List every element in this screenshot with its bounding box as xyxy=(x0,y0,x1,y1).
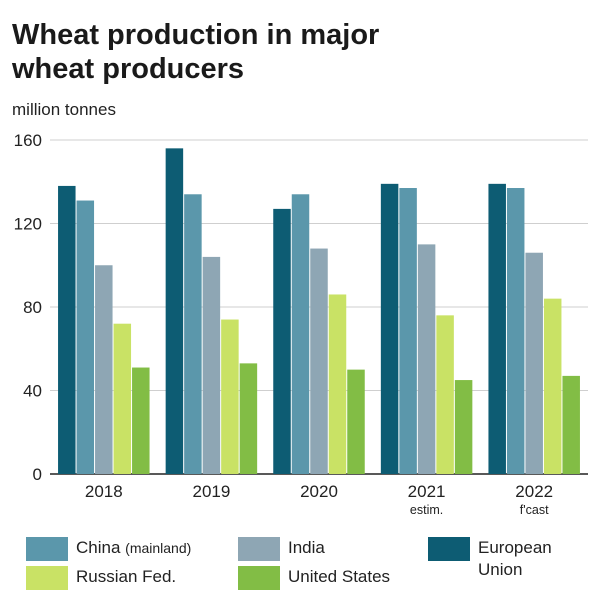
bars xyxy=(58,148,580,475)
bar-united-states-2019 xyxy=(239,363,258,474)
bar-india-2022 xyxy=(525,252,543,474)
bar-european-union-2022 xyxy=(488,183,506,474)
bar-united-states-2022 xyxy=(562,375,580,474)
y-tick-label: 0 xyxy=(33,465,42,484)
chart-title: Wheat production in major wheat producer… xyxy=(12,18,572,86)
y-tick-label: 40 xyxy=(23,382,42,401)
x-tick-label-2019: 2019 xyxy=(192,482,230,501)
bar-china-mainland-2019 xyxy=(184,194,202,474)
bar-united-states-2018 xyxy=(132,367,150,474)
x-tick-label-2020: 2020 xyxy=(300,482,338,501)
y-tick-label: 160 xyxy=(14,131,42,150)
y-tick-label: 80 xyxy=(23,298,42,317)
bar-russian-fed-2021 xyxy=(436,315,454,474)
bar-india-2021 xyxy=(417,244,436,474)
x-tick-sublabel-2021: estim. xyxy=(410,503,443,517)
x-tick-label-2018: 2018 xyxy=(85,482,123,501)
bar-china-mainland-2022 xyxy=(506,188,525,474)
x-tick-label-2021: 2021 xyxy=(408,482,446,501)
y-axis-unit-label: million tonnes xyxy=(12,100,116,119)
chart-title-line-1: Wheat production in major xyxy=(12,19,380,51)
bar-european-union-2019 xyxy=(165,148,184,474)
bar-russian-fed-2018 xyxy=(113,323,132,474)
bar-russian-fed-2020 xyxy=(328,294,347,474)
bar-united-states-2020 xyxy=(347,369,365,474)
bar-united-states-2021 xyxy=(454,380,473,474)
bar-china-mainland-2018 xyxy=(76,200,95,474)
bar-india-2018 xyxy=(95,265,113,474)
x-tick-label-2022: 2022 xyxy=(515,482,553,501)
bar-european-union-2018 xyxy=(58,185,76,475)
bar-india-2020 xyxy=(310,248,328,474)
y-tick-label: 120 xyxy=(14,215,42,234)
bar-china-mainland-2020 xyxy=(291,194,310,474)
bar-russian-fed-2022 xyxy=(543,298,562,474)
bar-india-2019 xyxy=(202,256,221,474)
x-tick-sublabel-2022: f'cast xyxy=(520,503,549,517)
bar-european-union-2020 xyxy=(273,208,291,474)
x-axis-labels: 2018 2019 2020 2021 estim. 2022 f'cast xyxy=(85,482,553,517)
bar-european-union-2021 xyxy=(380,183,399,474)
bar-russian-fed-2019 xyxy=(221,319,239,474)
chart-title-line-2: wheat producers xyxy=(12,53,245,85)
bar-china-mainland-2021 xyxy=(399,188,417,474)
y-axis-labels: 0 40 80 120 160 xyxy=(14,131,42,484)
